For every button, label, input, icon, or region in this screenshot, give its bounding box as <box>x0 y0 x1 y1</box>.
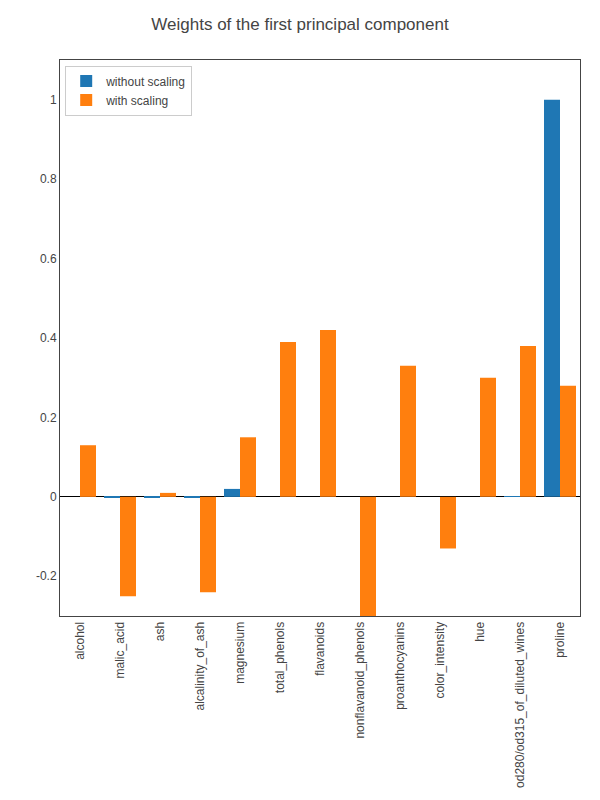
svg-text:od280/od315_of_diluted_wines: od280/od315_of_diluted_wines <box>513 622 527 788</box>
svg-text:Weights of the first principal: Weights of the first principal component <box>151 15 449 34</box>
svg-text:without scaling: without scaling <box>105 75 185 89</box>
svg-text:0.2: 0.2 <box>40 411 57 425</box>
svg-text:proline: proline <box>553 621 567 657</box>
svg-text:nonflavanoid_phenols: nonflavanoid_phenols <box>353 622 367 739</box>
svg-text:1: 1 <box>50 93 57 107</box>
svg-text:total_phenols: total_phenols <box>273 622 287 693</box>
svg-text:0: 0 <box>50 490 57 504</box>
svg-text:hue: hue <box>473 621 487 641</box>
svg-text:-0.2: -0.2 <box>36 569 57 583</box>
svg-text:alcalinity_of_ash: alcalinity_of_ash <box>193 622 207 711</box>
svg-text:0.4: 0.4 <box>40 331 57 345</box>
svg-text:ash: ash <box>153 622 167 641</box>
svg-text:malic_acid: malic_acid <box>113 622 127 679</box>
svg-text:magnesium: magnesium <box>233 622 247 684</box>
svg-text:with scaling: with scaling <box>105 94 168 108</box>
svg-text:color_intensity: color_intensity <box>433 622 447 699</box>
svg-text:proanthocyanins: proanthocyanins <box>393 622 407 710</box>
svg-text:alcohol: alcohol <box>73 622 87 660</box>
svg-text:0.8: 0.8 <box>40 172 57 186</box>
svg-text:flavanoids: flavanoids <box>313 622 327 676</box>
svg-text:0.6: 0.6 <box>40 252 57 266</box>
